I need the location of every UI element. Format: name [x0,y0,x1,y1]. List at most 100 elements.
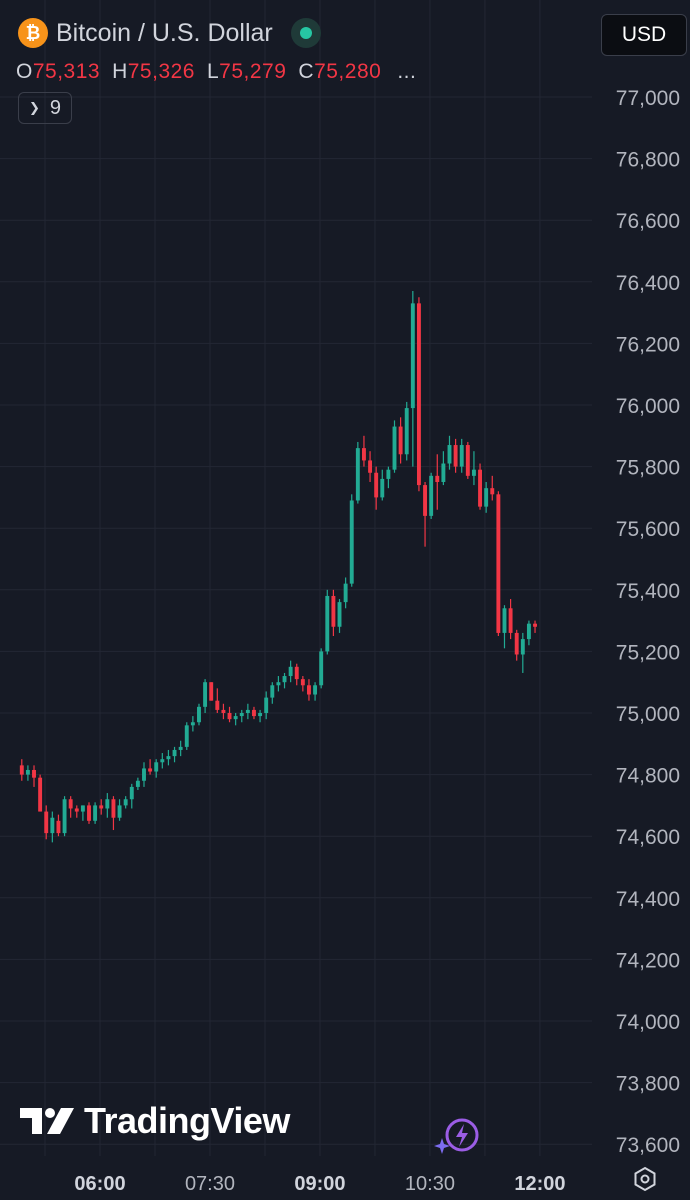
candle[interactable] [221,703,226,720]
candle[interactable] [520,632,525,673]
sparkle-lightning-icon[interactable] [432,1116,480,1156]
candle[interactable] [87,802,91,824]
candle[interactable] [178,740,183,757]
candle[interactable] [429,472,434,519]
candle[interactable] [32,765,36,787]
candle[interactable] [459,438,464,473]
candle[interactable] [142,762,146,787]
settings-icon[interactable] [632,1166,658,1192]
candle[interactable] [270,682,275,704]
candle-body [227,713,232,720]
candle[interactable] [62,796,67,837]
candle[interactable] [331,589,336,636]
candle[interactable] [447,435,452,470]
candle[interactable] [319,648,324,689]
candle[interactable] [282,672,287,689]
candle[interactable] [184,722,189,750]
candle[interactable] [288,660,293,683]
candle[interactable] [56,814,61,837]
candle[interactable] [215,688,220,713]
candle[interactable] [190,716,195,732]
candle[interactable] [245,703,250,720]
candle[interactable] [154,759,159,778]
candle[interactable] [496,491,501,636]
candle[interactable] [386,466,391,489]
candle[interactable] [349,494,354,587]
candle[interactable] [264,691,269,720]
candle[interactable] [294,663,299,686]
candle[interactable] [374,466,379,510]
price-axis[interactable]: 73,600 73,800 74,000 74,200 74,400 74,600 74,8… [616,87,680,1157]
time-axis[interactable]: 06:00 07:30 09:00 10:30 12:00 [74,1173,565,1195]
candle[interactable] [416,297,421,492]
candle[interactable] [404,401,409,461]
candle[interactable] [355,441,360,504]
candle[interactable] [252,706,256,720]
candle[interactable] [148,759,153,775]
candle[interactable] [361,435,366,467]
candle[interactable] [465,441,470,479]
candle[interactable] [343,577,348,609]
candle[interactable] [233,713,238,726]
indicators-toggle-button[interactable]: ❯ 9 [18,92,72,124]
candle[interactable] [80,805,85,821]
candle[interactable] [398,417,403,464]
candle[interactable] [508,599,513,640]
candle[interactable] [227,706,232,723]
candle[interactable] [129,783,134,809]
candle[interactable] [526,620,531,646]
candle[interactable] [490,475,495,501]
candle[interactable] [25,765,30,781]
candle[interactable] [50,811,55,843]
candle[interactable] [478,463,482,510]
candle[interactable] [435,454,440,510]
candle-body [410,303,415,409]
candle[interactable] [203,679,208,713]
candle[interactable] [197,703,201,726]
symbol-header[interactable]: ₿ Bitcoin / U.S. Dollar [18,18,321,48]
candle[interactable] [471,451,476,486]
candle[interactable] [441,451,446,486]
candle[interactable] [380,469,385,501]
tradingview-logo[interactable]: TradingView [20,1100,290,1142]
more-icon[interactable]: ... [397,60,417,83]
candle[interactable] [105,793,110,818]
candle[interactable] [123,796,128,809]
candle[interactable] [209,682,214,701]
candle[interactable] [300,676,305,692]
candle[interactable] [239,709,244,723]
candle[interactable] [93,802,98,824]
candle[interactable] [368,451,373,482]
market-open-icon[interactable] [290,18,321,48]
candle[interactable] [68,796,73,818]
candle[interactable] [117,799,122,821]
candle[interactable] [307,679,311,701]
candle[interactable] [38,774,43,812]
candle[interactable] [502,605,507,649]
candle[interactable] [276,676,281,692]
candle[interactable] [453,438,458,473]
candle[interactable] [533,620,537,633]
candle[interactable] [410,291,415,467]
symbol-title[interactable]: Bitcoin / U.S. Dollar [56,18,273,47]
candle[interactable] [337,599,342,633]
candles[interactable] [19,291,537,843]
candle[interactable] [19,759,24,781]
candle[interactable] [258,709,263,723]
candle[interactable] [44,805,49,840]
candle[interactable] [313,682,318,701]
candle[interactable] [74,805,79,818]
candle[interactable] [160,753,165,769]
candle[interactable] [166,749,171,766]
candle[interactable] [392,420,397,473]
currency-select[interactable]: USD [601,14,687,56]
candle[interactable] [99,799,104,815]
candle[interactable] [514,629,519,661]
candle[interactable] [484,482,489,513]
candle[interactable] [325,589,330,655]
candle[interactable] [111,796,116,831]
candle[interactable] [172,746,177,763]
candle[interactable] [135,777,140,790]
candle[interactable] [423,482,428,547]
